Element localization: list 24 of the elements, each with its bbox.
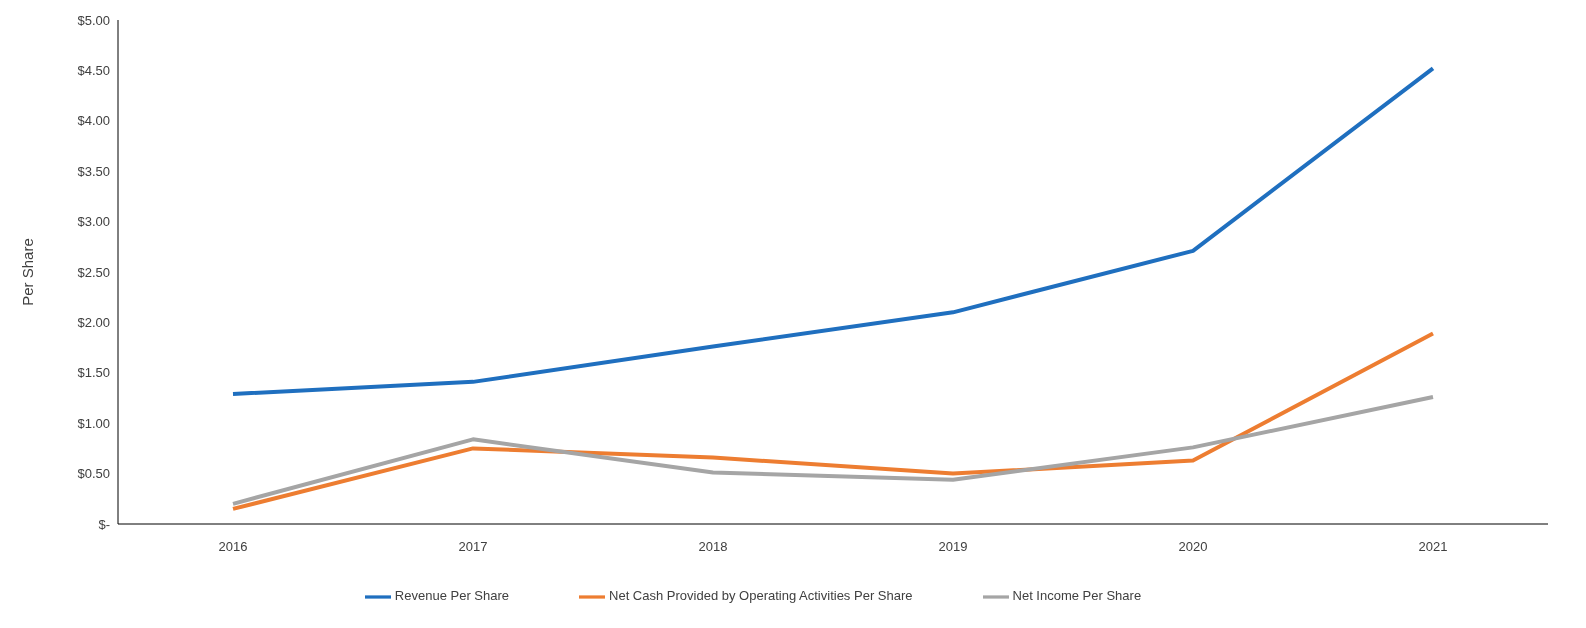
y-tick-label: $1.00 [77,415,110,431]
legend-label: Net Income Per Share [1012,588,1142,604]
y-tick-label: $3.00 [77,214,110,230]
y-tick-label: $4.00 [77,113,110,129]
x-tick-label: 2016 [218,539,248,555]
y-tick-label: $5.00 [77,12,110,28]
x-tick-label: 2020 [1178,539,1208,555]
line-series [231,394,1435,506]
x-tick-label: 2021 [1418,539,1448,555]
legend-label: Net Cash Provided by Operating Activities Per Share [609,588,913,604]
y-tick-label: $4.50 [77,63,110,79]
x-tick-label: 2017 [458,539,488,555]
line-series [231,66,1435,396]
y-tick-label: $0.50 [77,466,110,482]
y-tick-label: $2.00 [77,315,110,331]
y-tick-label: $2.50 [77,264,110,280]
x-tick-label: 2018 [698,539,728,555]
y-tick-label: $- [98,516,110,532]
y-tick-label: $1.50 [77,365,110,381]
y-axis-title: Per Share [19,238,37,306]
y-tick-label: $3.50 [77,163,110,179]
x-tick-label: 2019 [938,539,968,555]
line-series [231,331,1435,511]
legend-label: Revenue Per Share [394,588,510,604]
